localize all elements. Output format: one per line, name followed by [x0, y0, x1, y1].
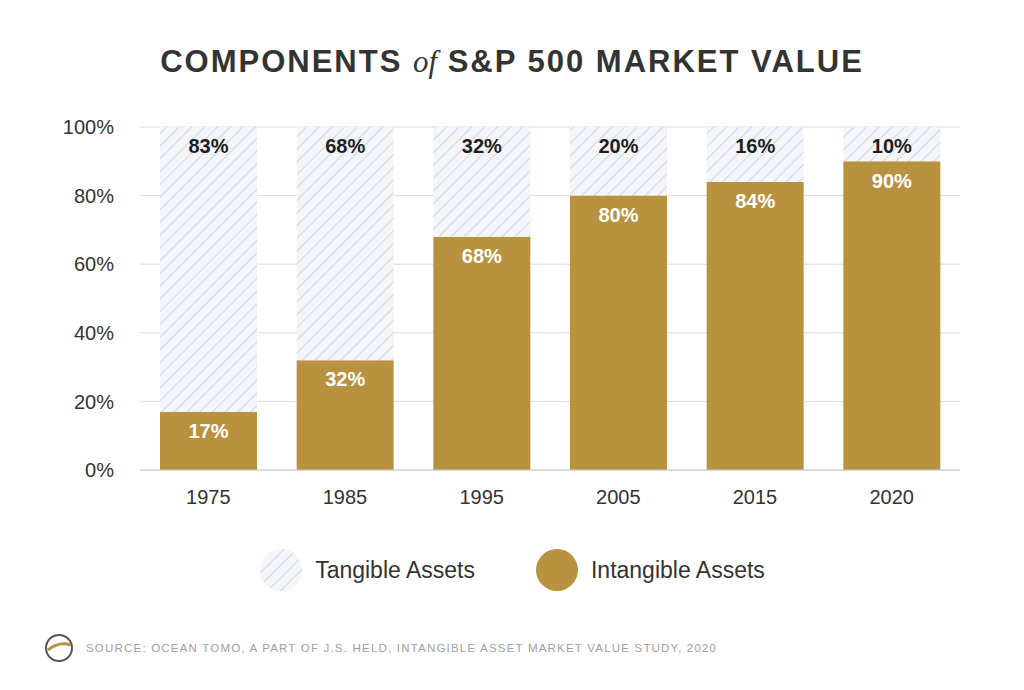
html-text:SOURCE: OCEAN TOMO, A PART OF: SOURCE: OCEAN TOMO, A PART OF J.S. HELD,…	[86, 642, 718, 654]
svg-text:20%: 20%	[598, 135, 638, 157]
svg-text:100%: 100%	[63, 116, 114, 138]
svg-text:16%: 16%	[735, 135, 775, 157]
svg-text:20%: 20%	[74, 391, 114, 413]
html-text:Intangible Assets: Intangible Assets	[591, 556, 765, 583]
svg-text:80%: 80%	[598, 204, 638, 226]
svg-text:17%: 17%	[188, 420, 228, 442]
svg-text:68%: 68%	[462, 245, 502, 267]
svg-text:2020: 2020	[869, 486, 914, 508]
svg-text:83%: 83%	[188, 135, 228, 157]
html-text:COMPONENTS of S&P 500 MARKET V: COMPONENTS of S&P 500 MARKET VALUE	[160, 44, 864, 79]
svg-text:90%: 90%	[872, 170, 912, 192]
html-text:Tangible Assets: Tangible Assets	[315, 556, 475, 583]
svg-text:2015: 2015	[733, 486, 778, 508]
svg-text:2005: 2005	[596, 486, 641, 508]
svg-text:84%: 84%	[735, 190, 775, 212]
svg-text:68%: 68%	[325, 135, 365, 157]
svg-text:1985: 1985	[323, 486, 368, 508]
svg-text:10%: 10%	[872, 135, 912, 157]
svg-text:32%: 32%	[325, 368, 365, 390]
svg-text:1975: 1975	[186, 486, 231, 508]
svg-text:40%: 40%	[74, 322, 114, 344]
svg-text:1995: 1995	[459, 486, 504, 508]
svg-text:32%: 32%	[462, 135, 502, 157]
svg-text:80%: 80%	[74, 185, 114, 207]
svg-text:60%: 60%	[74, 253, 114, 275]
svg-text:0%: 0%	[85, 459, 114, 481]
